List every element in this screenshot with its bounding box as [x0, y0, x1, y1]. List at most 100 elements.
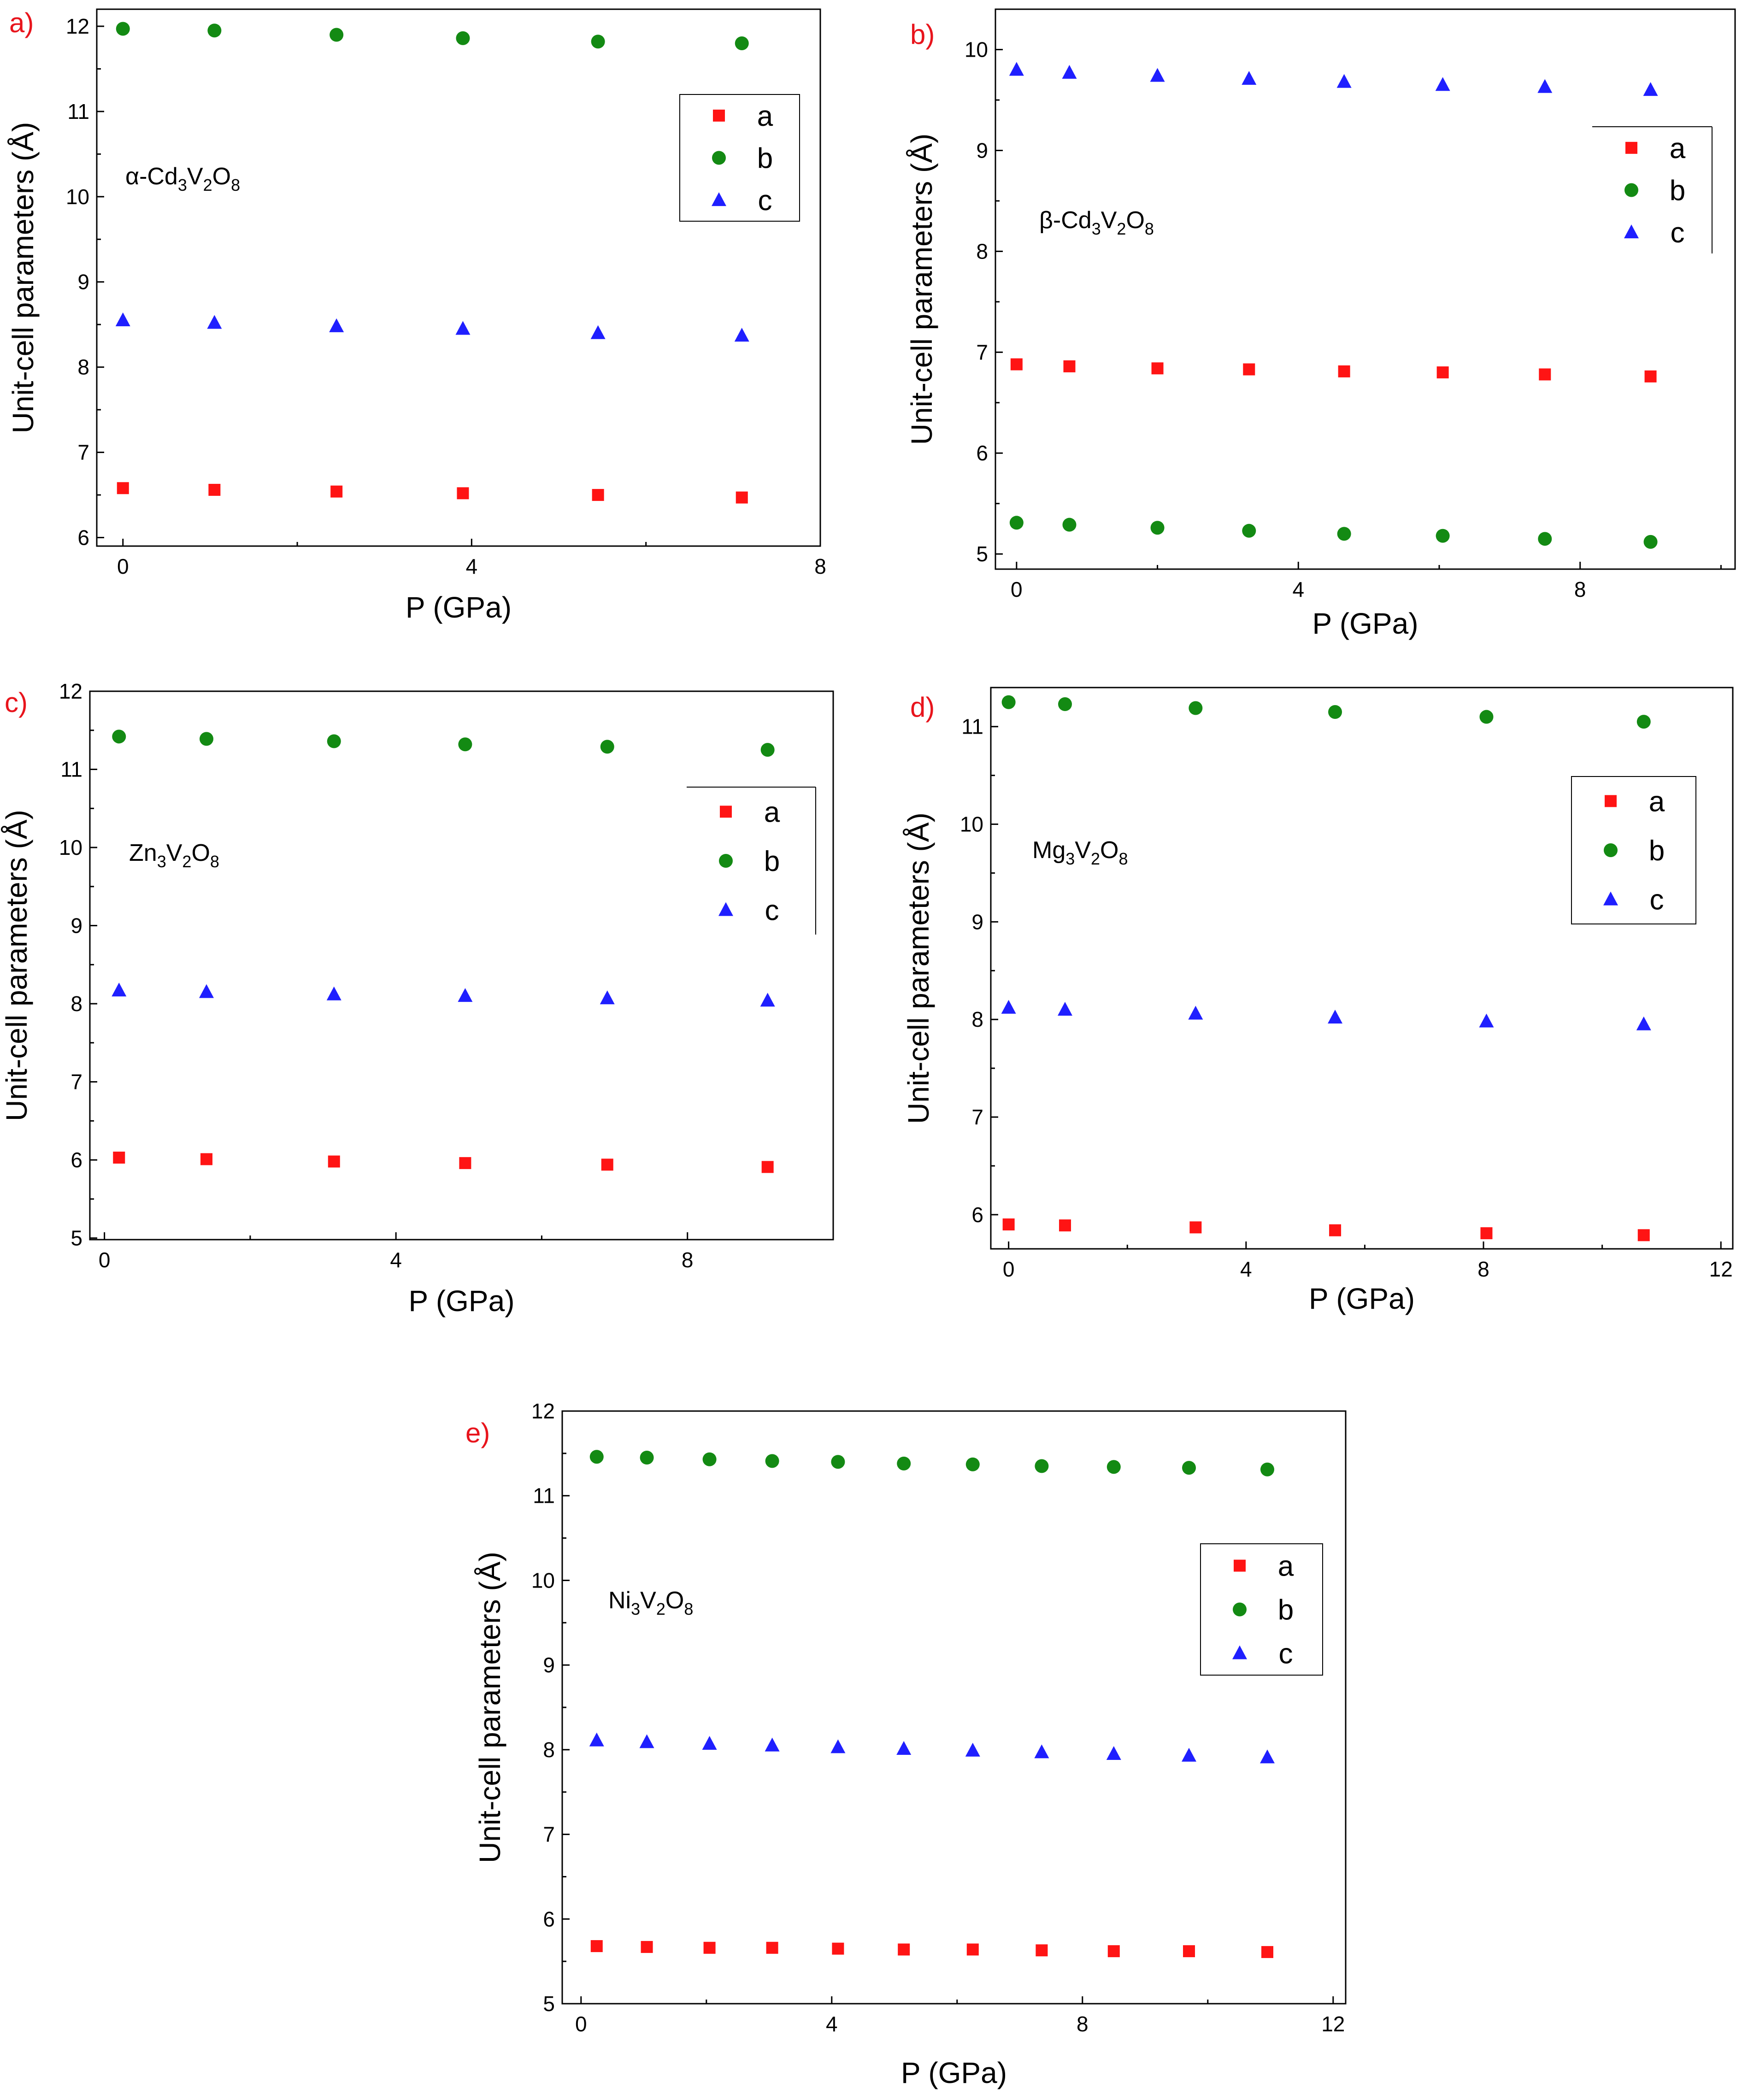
data-point-c — [329, 318, 344, 332]
panel-d: 0 4 8 12 6 7 8 9 10 11 P (GPa) Unit-cell parameters… — [902, 687, 1734, 1315]
compound-subscript: 8 — [231, 176, 240, 194]
legend: abc — [1571, 776, 1696, 924]
data-point-a — [966, 1943, 979, 1956]
data-point-a — [1189, 1221, 1202, 1234]
y-axis-title: Unit-cell parameters (Å) — [473, 1552, 506, 1863]
compound-text: O — [212, 163, 231, 190]
y-tick-label: 5 — [543, 1992, 555, 2016]
y-tick-label: 9 — [971, 910, 983, 934]
data-point-a — [1036, 1944, 1048, 1957]
y-tick-label: 12 — [531, 1399, 555, 1423]
data-point-b — [1538, 532, 1552, 546]
x-tick-label: 12 — [1321, 2012, 1345, 2036]
compound-text: V — [187, 163, 203, 190]
data-point-a — [590, 1940, 603, 1953]
data-point-a — [703, 1941, 716, 1954]
data-point-a — [1436, 366, 1449, 379]
y-tick-label: 11 — [533, 1484, 555, 1508]
y-tick-label: 10 — [965, 38, 988, 62]
data-point-c — [702, 1735, 717, 1750]
x-tick-label: 8 — [682, 1248, 694, 1272]
y-tick-label: 9 — [976, 138, 988, 162]
compound-text: O — [191, 840, 210, 866]
compound-text: Ni — [608, 1587, 631, 1614]
data-point-a — [200, 1153, 213, 1165]
compound-subscript: 8 — [1118, 849, 1128, 868]
data-point-a — [459, 1157, 471, 1169]
data-point-c — [112, 982, 127, 997]
data-point-a — [1261, 1946, 1273, 1958]
x-tick-label: 0 — [99, 1248, 111, 1272]
compound-text: β-Cd — [1039, 207, 1092, 234]
x-tick-label: 8 — [1477, 1257, 1489, 1281]
data-point-a — [641, 1941, 653, 1953]
data-point-b — [760, 743, 775, 757]
data-point-c — [896, 1741, 912, 1755]
data-point-c — [760, 993, 775, 1007]
x-tick-label: 12 — [1709, 1257, 1733, 1281]
data-point-c — [639, 1734, 654, 1748]
y-tick-label: 12 — [66, 14, 89, 38]
data-point-b — [207, 24, 222, 38]
panel-b: 0 4 8 5 6 7 8 9 10 P (GPa) Unit-cell parameters (Å… — [905, 8, 1736, 640]
data-point-c — [455, 321, 471, 335]
compound-subscript: 2 — [182, 852, 191, 871]
x-axis-title: P (GPa) — [901, 2056, 1007, 2089]
data-point-b — [1242, 524, 1256, 538]
x-axis-title: P (GPa) — [1309, 1282, 1415, 1315]
data-point-a — [1151, 362, 1164, 375]
data-point-a — [113, 1152, 125, 1164]
plot-frame — [561, 1410, 1347, 2005]
data-point-b — [1643, 535, 1658, 549]
y-axis-title: Unit-cell parameters (Å) — [0, 810, 33, 1121]
y-tick-label: 10 — [960, 812, 983, 836]
data-point-c — [1062, 65, 1077, 79]
data-point-a — [592, 489, 604, 501]
data-point-a — [1243, 363, 1255, 376]
compound-label: Zn3V2O8 — [129, 840, 219, 871]
legend-label-a: a — [764, 796, 780, 828]
data-point-b — [1001, 695, 1016, 709]
data-point-c — [1009, 62, 1024, 76]
x-axis-title: P (GPa) — [406, 591, 512, 624]
y-tick-label: 9 — [71, 914, 82, 938]
series-c — [115, 312, 749, 342]
panel-e: 0 4 8 12 5 6 7 8 9 10 11 12 P (GPa) Unit-cell paramet… — [465, 1399, 1347, 2089]
legend-label-b: b — [1670, 175, 1685, 207]
data-point-b — [1035, 1459, 1049, 1473]
compound-text: O — [665, 1587, 684, 1614]
y-tick-label: 8 — [976, 239, 988, 263]
series-c — [112, 982, 775, 1007]
legend: abc — [1592, 126, 1713, 253]
x-tick-label: 4 — [390, 1248, 402, 1272]
legend-marker-a — [713, 109, 725, 122]
legend-marker-a — [720, 806, 732, 818]
data-point-c — [830, 1739, 846, 1753]
legend-box — [1200, 1543, 1323, 1676]
series-c — [1001, 1000, 1651, 1030]
compound-label: Mg3V2O8 — [1032, 837, 1128, 868]
legend: abc — [687, 787, 816, 935]
data-point-c — [1435, 77, 1450, 91]
y-tick-label: 7 — [71, 1070, 82, 1094]
data-point-a — [208, 483, 221, 496]
compound-subscript: 2 — [1091, 849, 1100, 868]
data-point-c — [1636, 1016, 1651, 1030]
legend-marker-c — [1232, 1645, 1247, 1659]
compound-text: Mg — [1032, 837, 1065, 864]
y-tick-label: 11 — [67, 100, 89, 124]
legend-label-c: c — [758, 185, 772, 217]
data-point-a — [1644, 370, 1657, 382]
data-point-b — [1189, 701, 1203, 715]
x-tick-label: 8 — [814, 554, 826, 578]
data-point-a — [117, 482, 129, 494]
y-tick-label: 6 — [543, 1907, 555, 1931]
data-point-b — [1636, 715, 1651, 729]
compound-subscript: 2 — [656, 1600, 665, 1618]
compound-subscript: 2 — [1117, 219, 1126, 238]
series-a — [590, 1940, 1273, 1958]
data-point-a — [1329, 1224, 1342, 1236]
x-tick-label: 4 — [1240, 1257, 1252, 1281]
data-point-c — [1328, 1009, 1343, 1024]
